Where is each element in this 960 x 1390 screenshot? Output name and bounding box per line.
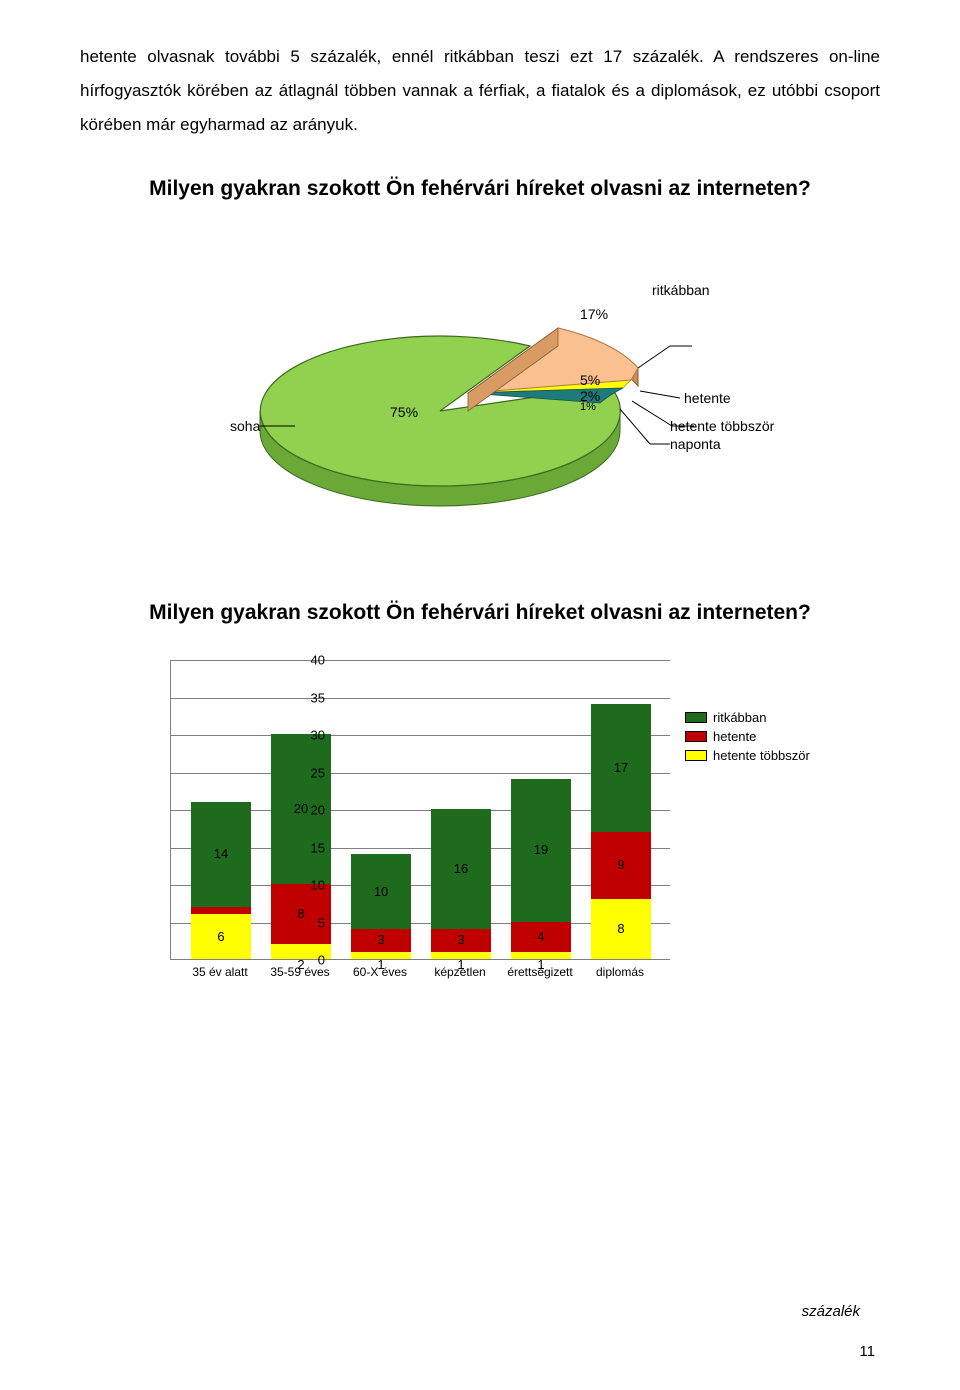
bar-segment: 10 (351, 854, 411, 929)
intro-paragraph: hetente olvasnak további 5 százalék, enn… (80, 40, 880, 142)
bar-chart-title: Milyen gyakran szokott Ön fehérvári híre… (80, 601, 880, 625)
legend-swatch (685, 712, 707, 723)
bar-value-label: 19 (534, 842, 548, 857)
bar-segment: 14 (191, 802, 251, 907)
pie-chart: 17% 5% 2% 1% 75% soha ritkábban hetente … (200, 226, 760, 546)
xtick-label: képzetlen (434, 965, 485, 979)
xtick-label: 35 év alatt (192, 965, 247, 979)
page-number: 11 (859, 1343, 875, 1360)
legend-swatch (685, 731, 707, 742)
pie-leader-naponta: naponta (670, 436, 721, 452)
bar-segment: 1 (511, 952, 571, 960)
bar-segment: 8 (271, 884, 331, 944)
bar-segment: 9 (591, 832, 651, 900)
bar-value-label: 17 (614, 760, 628, 775)
bar-group: 10 3 1 (351, 854, 411, 959)
bar-value-label: 8 (297, 906, 304, 921)
xtick-label: 35-59 éves (270, 965, 329, 979)
bar-segment: 6 (191, 914, 251, 959)
bar-value-label: 9 (617, 857, 624, 872)
bar-value-label: 3 (377, 932, 384, 947)
legend-row: ritkábban (685, 710, 810, 725)
ytick-label: 20 (311, 803, 325, 818)
bar-value-label: 6 (217, 929, 224, 944)
ytick-label: 40 (311, 653, 325, 668)
pie-pct-5: 5% (580, 372, 600, 388)
ytick-label: 35 (311, 690, 325, 705)
pie-pct-75: 75% (390, 404, 418, 420)
pie-pct-1: 1% (580, 401, 596, 413)
xtick-label: érettségizett (507, 965, 572, 979)
legend-row: hetente (685, 729, 810, 744)
bar-group: 14 1 6 (191, 802, 251, 960)
bar-group: 1941 (511, 779, 571, 959)
bar-segment: 19 (511, 779, 571, 922)
bar-segment: 1 (351, 952, 411, 960)
legend-label: ritkábban (713, 710, 766, 725)
pie-leader-soha: soha (230, 418, 260, 434)
bar-segment: 17 (591, 704, 651, 832)
footer-unit-label: százalék (802, 1303, 860, 1320)
bar-segment: 16 (431, 809, 491, 929)
ytick-label: 15 (311, 840, 325, 855)
bar-segment: 3 (351, 929, 411, 952)
ytick-label: 5 (318, 915, 325, 930)
gridline (171, 698, 670, 699)
bar-value-label: 4 (537, 929, 544, 944)
legend-label: hetente többször (713, 748, 810, 763)
xtick-label: 60-X éves (353, 965, 407, 979)
legend-swatch (685, 750, 707, 761)
pie-leader-hetente: hetente (684, 390, 731, 406)
bar-segment: 8 (591, 899, 651, 959)
bar-value-label: 16 (454, 861, 468, 876)
bar-chart: 141620821031163119411798 ritkábbanhetent… (130, 650, 830, 1020)
pie-svg (200, 226, 760, 546)
ytick-label: 25 (311, 765, 325, 780)
bar-group: 1798 (591, 704, 651, 959)
legend-label: hetente (713, 729, 756, 744)
bar-plot-area: 141620821031163119411798 (170, 660, 670, 960)
ytick-label: 30 (311, 728, 325, 743)
bar-value-label: 8 (617, 921, 624, 936)
bar-segment: 4 (511, 922, 571, 952)
bar-segment: 3 (431, 929, 491, 952)
pie-leader-hetente-tobbszor: hetente többször (670, 418, 774, 434)
bar-value-label: 3 (457, 932, 464, 947)
bar-value-label: 20 (294, 801, 308, 816)
bar-value-label: 10 (374, 884, 388, 899)
pie-leader-ritkabban: ritkábban (652, 282, 710, 298)
bar-legend: ritkábban hetente hetente többször (685, 710, 810, 767)
pie-chart-title: Milyen gyakran szokott Ön fehérvári híre… (80, 177, 880, 201)
bar-segment: 1 (191, 907, 251, 915)
legend-row: hetente többször (685, 748, 810, 763)
ytick-label: 10 (311, 878, 325, 893)
xtick-label: diplomás (596, 965, 644, 979)
bar-value-label: 14 (214, 846, 228, 861)
pie-pct-17: 17% (580, 306, 608, 322)
gridline (171, 660, 670, 661)
bar-segment: 1 (431, 952, 491, 960)
bar-group: 1631 (431, 809, 491, 959)
